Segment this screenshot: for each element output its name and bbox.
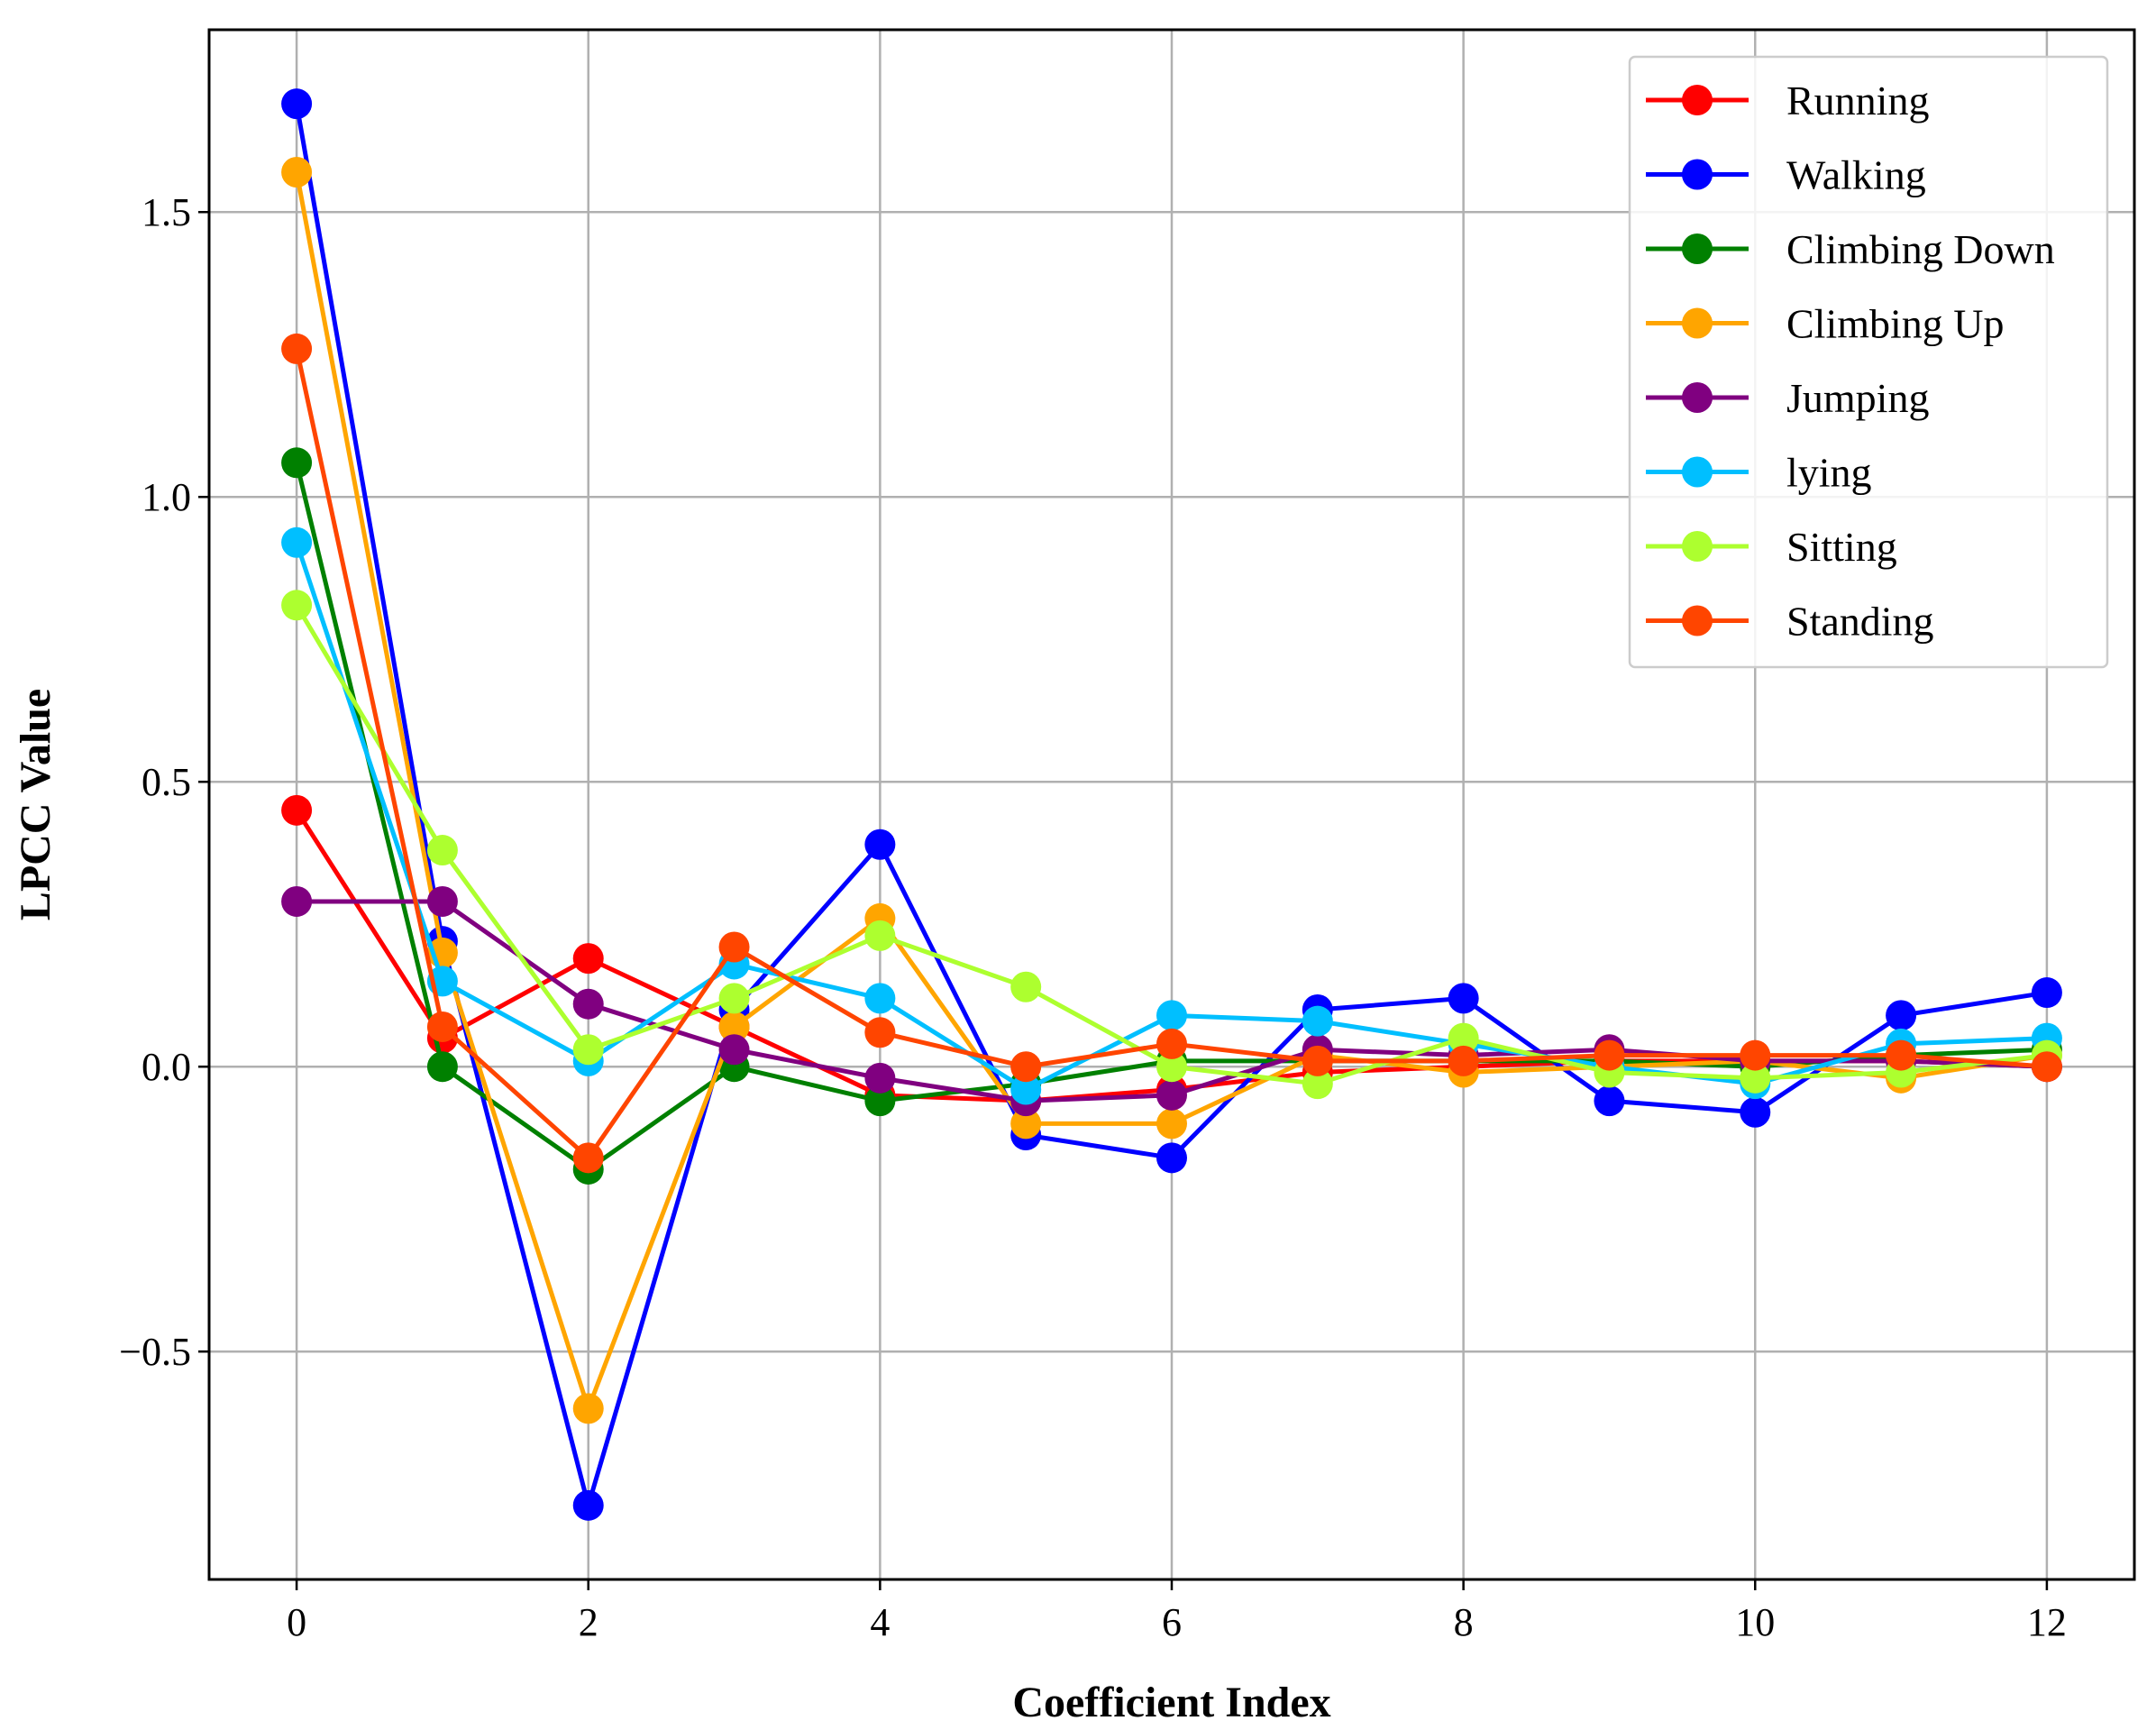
x-tick-label: 10 <box>1735 1600 1775 1644</box>
x-tick-label: 6 <box>1162 1600 1182 1644</box>
x-tick-label: 12 <box>2027 1600 2067 1644</box>
legend-marker <box>1682 233 1713 264</box>
data-point <box>572 1489 604 1521</box>
data-point <box>864 828 896 860</box>
data-point <box>864 983 896 1014</box>
legend-marker <box>1682 307 1713 339</box>
data-point <box>718 1034 750 1066</box>
data-point <box>1010 971 1042 1002</box>
data-point <box>718 931 750 963</box>
y-tick-label: 1.0 <box>142 475 191 519</box>
data-point <box>1156 1142 1187 1174</box>
data-point <box>426 1051 458 1083</box>
data-point <box>1156 1108 1187 1140</box>
legend-marker <box>1682 456 1713 488</box>
legend: Running Walking Climbing Down Climbing Up Ju… <box>1628 55 2109 669</box>
legend-marker <box>1682 605 1713 636</box>
data-point <box>718 983 750 1014</box>
legend-label: Standing <box>1786 599 1934 645</box>
legend-label: Walking <box>1786 152 1926 198</box>
data-point <box>281 885 313 917</box>
data-point <box>572 1142 604 1174</box>
data-point <box>864 1017 896 1048</box>
data-point <box>1302 1005 1333 1037</box>
data-point <box>281 447 313 479</box>
legend-item: lying <box>1646 450 1872 496</box>
data-point <box>572 1034 604 1066</box>
series-standing <box>281 333 2062 1174</box>
legend-label: Jumping <box>1786 375 1929 421</box>
data-point <box>1302 1045 1333 1076</box>
data-point <box>2031 977 2062 1009</box>
legend-item: Running <box>1646 78 1929 124</box>
legend-item: Climbing Down <box>1646 226 2055 272</box>
y-axis-label: LPCC Value <box>12 689 59 920</box>
data-point <box>1156 1028 1187 1059</box>
x-tick-label: 2 <box>579 1600 598 1644</box>
data-point <box>1594 1039 1625 1071</box>
legend-label: Climbing Up <box>1786 301 2005 347</box>
axis-ticks: 0 2 4 6 8 10 12 −0.5 0.0 0.5 1.0 1.5 <box>119 190 2067 1644</box>
data-point <box>572 943 604 975</box>
data-point <box>1010 1074 1042 1105</box>
data-point <box>281 156 313 188</box>
data-point <box>1156 1000 1187 1031</box>
data-point <box>281 590 313 621</box>
data-point <box>281 794 313 826</box>
x-tick-label: 0 <box>287 1600 306 1644</box>
legend-box <box>1628 55 2109 669</box>
legend-item: Jumping <box>1646 375 1929 421</box>
data-point <box>1886 1039 1917 1071</box>
data-point <box>426 835 458 866</box>
legend-label: Sitting <box>1786 524 1897 570</box>
legend-label: Climbing Down <box>1786 226 2055 272</box>
data-point <box>1448 1045 1479 1076</box>
data-point <box>1156 1051 1187 1083</box>
x-tick-label: 8 <box>1454 1600 1474 1644</box>
data-point <box>281 88 313 120</box>
legend-label: Running <box>1786 78 1929 124</box>
legend-marker <box>1682 382 1713 413</box>
data-point <box>1886 1000 1917 1031</box>
legend-item: Sitting <box>1646 524 1897 570</box>
legend-label: lying <box>1786 450 1872 496</box>
data-point <box>2031 1051 2062 1083</box>
legend-item: Standing <box>1646 599 1934 645</box>
y-tick-label: −0.5 <box>119 1330 191 1374</box>
legend-marker <box>1682 531 1713 562</box>
data-point <box>1302 1068 1333 1100</box>
series-group <box>281 88 2062 1521</box>
x-axis-label: Coefficient Index <box>1012 1679 1330 1726</box>
data-point <box>1594 1085 1625 1117</box>
data-point <box>1740 1039 1771 1071</box>
data-point <box>281 526 313 558</box>
data-point <box>1010 1051 1042 1083</box>
data-point <box>864 1062 896 1094</box>
legend-item: Climbing Up <box>1646 301 2005 347</box>
data-point <box>1156 1079 1187 1111</box>
data-point <box>572 1393 604 1424</box>
y-tick-label: 1.5 <box>142 190 191 234</box>
data-point <box>864 1085 896 1117</box>
data-point <box>426 1011 458 1042</box>
data-point <box>1448 983 1479 1014</box>
data-point <box>1010 1108 1042 1140</box>
data-point <box>864 920 896 951</box>
legend-item: Walking <box>1646 152 1926 198</box>
y-tick-label: 0.0 <box>142 1045 191 1089</box>
legend-marker <box>1682 85 1713 115</box>
data-point <box>718 1011 750 1042</box>
data-point <box>1740 1096 1771 1128</box>
data-point <box>426 885 458 917</box>
data-point <box>1740 1062 1771 1094</box>
x-tick-label: 4 <box>870 1600 890 1644</box>
y-tick-label: 0.5 <box>142 760 191 804</box>
data-point <box>572 988 604 1020</box>
data-point <box>281 333 313 364</box>
legend-marker <box>1682 159 1713 190</box>
data-point <box>1448 1022 1479 1054</box>
